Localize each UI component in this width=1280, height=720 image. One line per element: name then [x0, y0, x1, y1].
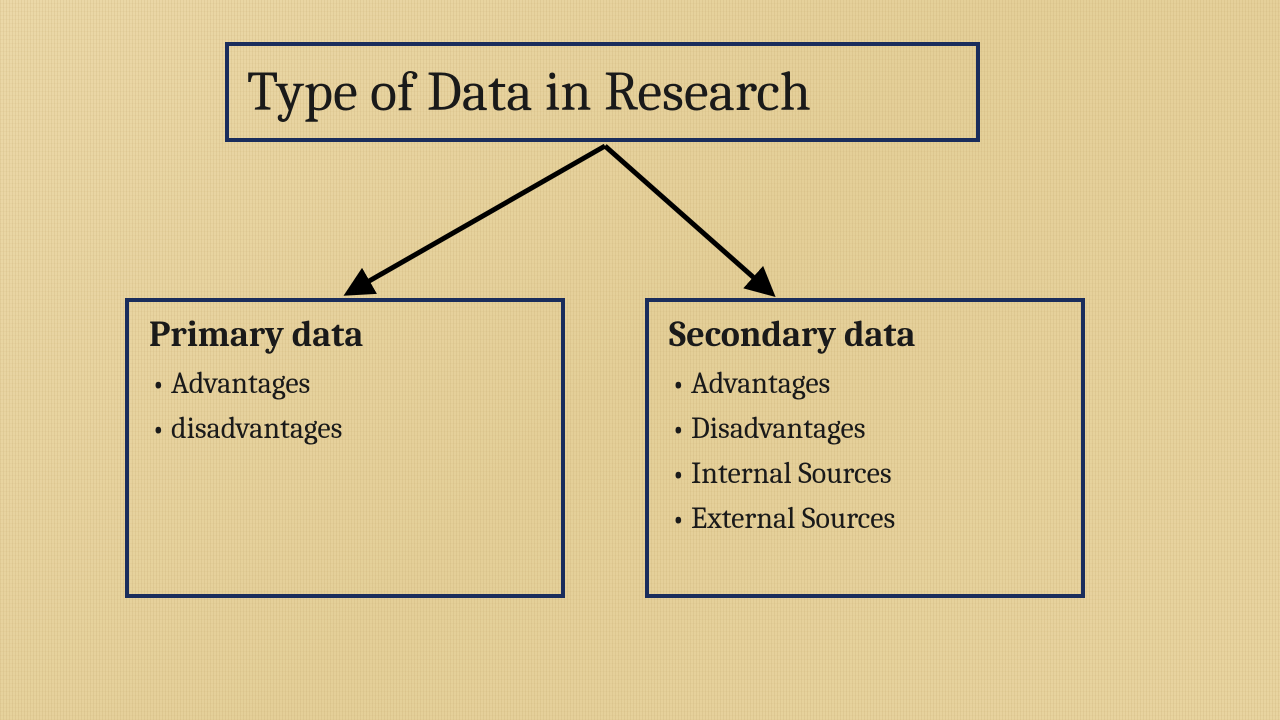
list-item: Internal Sources — [669, 451, 1061, 496]
list-item: Disadvantages — [669, 406, 1061, 451]
bullet-list-primary: Advantages disadvantages — [149, 361, 541, 451]
child-title-secondary: Secondary data — [669, 314, 1061, 355]
arrow-left — [350, 146, 605, 292]
bullet-list-secondary: Advantages Disadvantages Internal Source… — [669, 361, 1061, 541]
list-item: disadvantages — [149, 406, 541, 451]
list-item: Advantages — [149, 361, 541, 406]
list-item: Advantages — [669, 361, 1061, 406]
child-title-primary: Primary data — [149, 314, 541, 355]
arrow-right — [605, 146, 770, 292]
child-node-primary: Primary data Advantages disadvantages — [125, 298, 565, 598]
child-node-secondary: Secondary data Advantages Disadvantages … — [645, 298, 1085, 598]
root-node-title: Type of Data in Research — [247, 60, 811, 124]
root-node-box: Type of Data in Research — [225, 42, 980, 142]
list-item: External Sources — [669, 496, 1061, 541]
